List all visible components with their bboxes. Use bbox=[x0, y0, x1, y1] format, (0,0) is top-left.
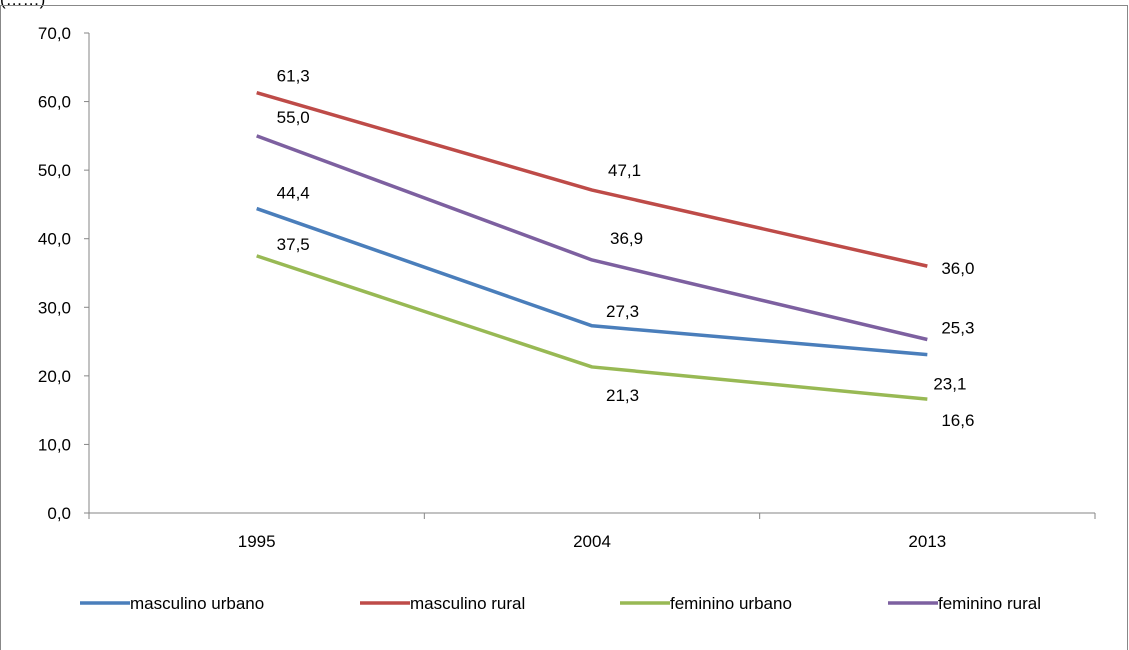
x-tick-label: 2013 bbox=[908, 532, 946, 551]
data-label: 47,1 bbox=[608, 161, 641, 180]
data-label: 36,9 bbox=[610, 229, 643, 248]
legend-label: feminino rural bbox=[938, 594, 1041, 613]
partial-title: (……) bbox=[0, 0, 45, 10]
series-layer bbox=[256, 90, 928, 401]
series-line-masculino-urbano bbox=[256, 206, 928, 357]
data-label: 36,0 bbox=[941, 259, 974, 278]
data-labels: 44,4 27,3 23,1 61,3 47,1 36,0 37,5 21,3 16,6 55,0… bbox=[277, 67, 975, 431]
x-tick-label: 2004 bbox=[573, 532, 611, 551]
series-line-feminino-rural bbox=[256, 134, 928, 342]
y-tick-label: 40,0 bbox=[38, 230, 71, 249]
x-tick-label: 1995 bbox=[238, 532, 276, 551]
y-tick-label: 10,0 bbox=[38, 435, 71, 454]
data-label: 16,6 bbox=[941, 411, 974, 430]
y-tick-label: 50,0 bbox=[38, 161, 71, 180]
legend-label: feminino urbano bbox=[670, 594, 792, 613]
y-tick-label: 0,0 bbox=[47, 504, 71, 523]
y-tick-label: 60,0 bbox=[38, 93, 71, 112]
y-tick-label: 20,0 bbox=[38, 367, 71, 386]
data-label: 23,1 bbox=[933, 375, 966, 394]
legend-label: masculino rural bbox=[410, 594, 525, 613]
data-label: 61,3 bbox=[277, 67, 310, 86]
series-line-feminino-urbano bbox=[256, 254, 928, 401]
legend: masculino urbano masculino rural feminino … bbox=[80, 594, 1041, 613]
chart-border bbox=[0, 5, 1128, 650]
data-label: 37,5 bbox=[277, 235, 310, 254]
data-label: 25,3 bbox=[941, 319, 974, 338]
series-line-masculino-rural bbox=[256, 90, 928, 268]
legend-label: masculino urbano bbox=[130, 594, 264, 613]
y-tick-label: 70,0 bbox=[38, 24, 71, 43]
data-label: 44,4 bbox=[277, 184, 310, 203]
axes: 0,0 10,0 20,0 30,0 40,0 50,0 60,0 70,0 1995 2004 2… bbox=[38, 24, 1096, 551]
data-label: 55,0 bbox=[277, 108, 310, 127]
data-label: 27,3 bbox=[606, 302, 639, 321]
data-label: 21,3 bbox=[606, 386, 639, 405]
y-tick-label: 30,0 bbox=[38, 298, 71, 317]
